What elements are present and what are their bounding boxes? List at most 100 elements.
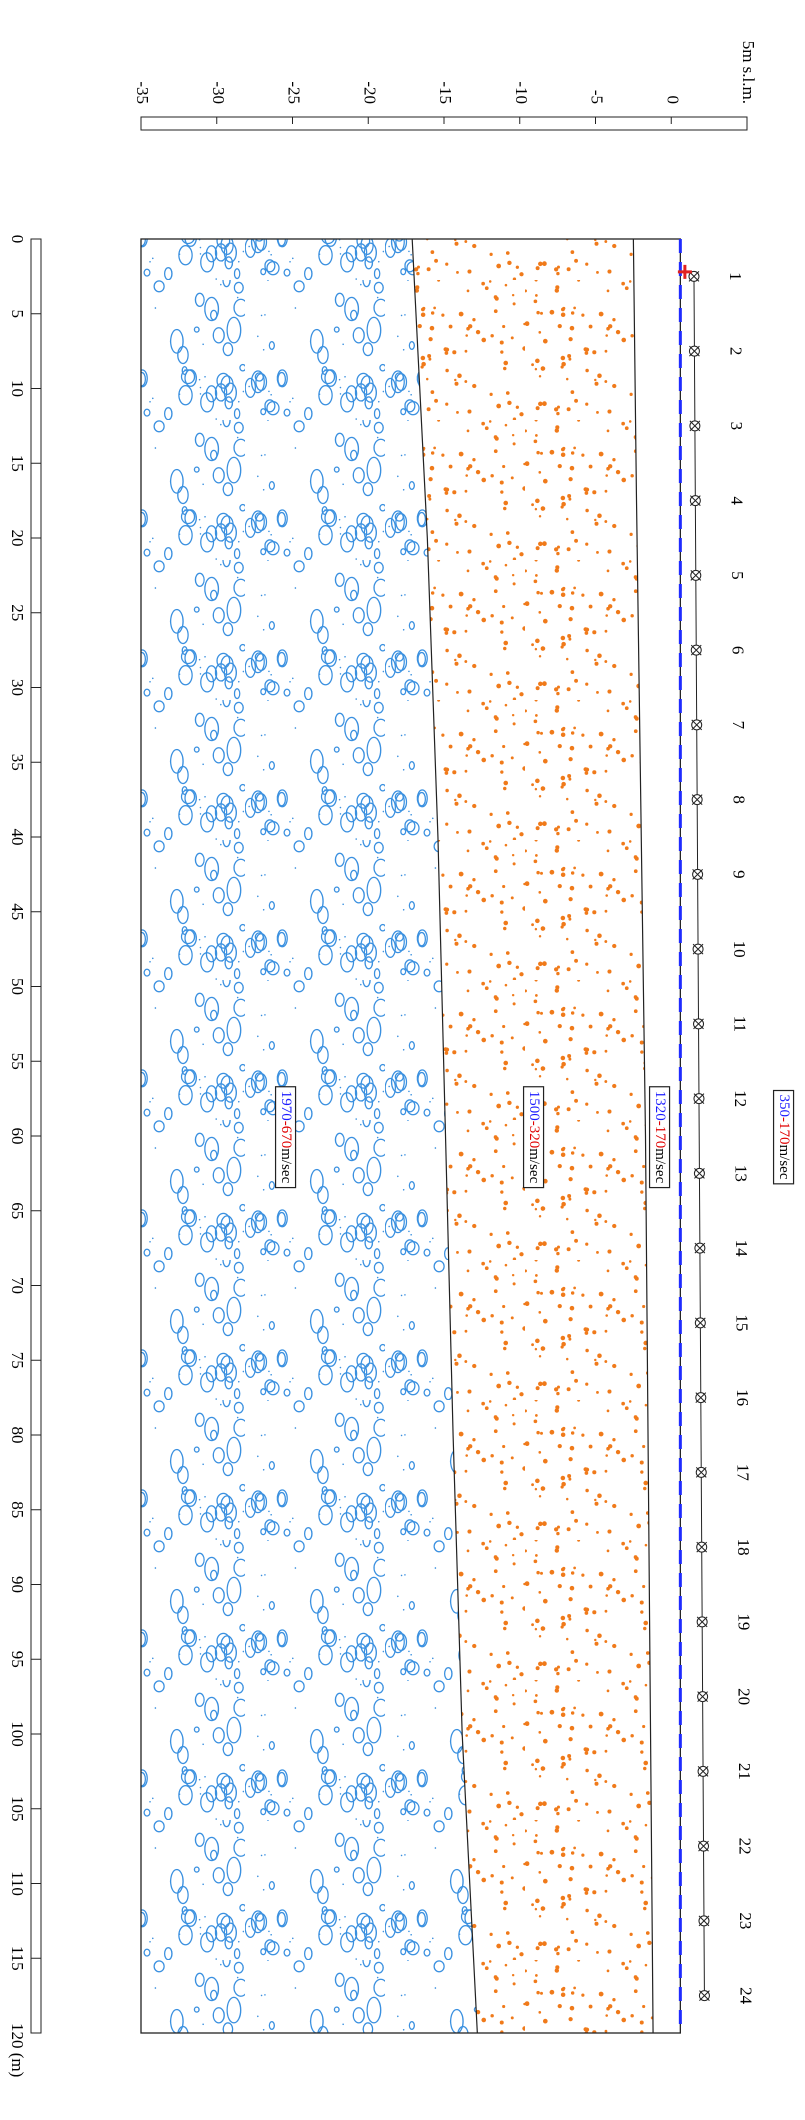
geophone-cross <box>697 1766 709 1777</box>
x-tick-label: 70 <box>8 1277 27 1294</box>
x-tick-label: 10 <box>8 380 27 397</box>
x-tick-label: 15 <box>8 455 27 472</box>
geophone-label: 20 <box>735 1688 754 1705</box>
velocity-label-box <box>522 1086 545 1189</box>
y-tick-label: -30 <box>209 81 228 104</box>
x-tick-label: 40 <box>8 829 27 846</box>
geophone-cross <box>698 1915 710 1927</box>
x-tick-label: 120 (m) <box>8 2023 27 2077</box>
x-tick-label: 105 <box>8 1796 27 1822</box>
geophone-cross <box>695 1392 707 1403</box>
geophone-cross <box>690 570 702 581</box>
geophone-label: 17 <box>733 1464 752 1482</box>
x-tick-label: 65 <box>8 1202 27 1219</box>
geophone-cross <box>695 1467 707 1478</box>
geophone-cross <box>690 644 702 656</box>
velocity-error: 170 <box>652 1126 668 1149</box>
separator: - <box>278 1121 294 1126</box>
geophone-cross <box>691 719 703 731</box>
y-tick-label: -20 <box>360 81 379 104</box>
velocity: 1970 <box>278 1091 294 1121</box>
rotated-plot: 5m s.l.m.0-5-10-15-20-25-30-350510152025… <box>8 41 795 2077</box>
geophone-label: 9 <box>730 870 749 879</box>
unit: m/sec <box>278 1148 294 1183</box>
geophone-cross <box>693 1018 704 1030</box>
geophone-cross <box>689 345 700 357</box>
velocity-label: 1320-170m/sec <box>648 1086 671 1189</box>
velocity: 1320 <box>652 1091 668 1121</box>
x-tick-label: 60 <box>8 1128 27 1145</box>
x-tick-label: 75 <box>8 1352 27 1369</box>
y-tick-label: -5 <box>588 90 607 104</box>
velocity-label-box <box>772 1089 795 1185</box>
unit: m/sec <box>776 1145 792 1180</box>
geophone-label: 24 <box>737 1987 756 2005</box>
x-tick-label: 20 <box>8 530 27 547</box>
x-tick-label: 85 <box>8 1501 27 1518</box>
separator: - <box>526 1121 542 1126</box>
geophone-label: 11 <box>731 1016 750 1032</box>
x-tick-label: 25 <box>8 604 27 621</box>
x-tick-label: 55 <box>8 1053 27 1070</box>
velocity-label-text: 1500-320m/sec <box>526 1091 542 1184</box>
y-tick-label: 5m s.l.m. <box>739 41 758 104</box>
geophone-label: 7 <box>729 721 748 730</box>
layer-boundary <box>411 238 478 2034</box>
geophone-cross <box>692 869 703 880</box>
velocity-label-box <box>648 1086 671 1189</box>
geophone-label: 21 <box>735 1763 754 1780</box>
x-tick-label: 5 <box>8 310 27 319</box>
x-tick-label: 80 <box>8 1427 27 1444</box>
geophone-label: 23 <box>736 1912 755 1929</box>
unit: m/sec <box>652 1148 668 1183</box>
x-tick-label: 50 <box>8 978 27 995</box>
geophone-label: 15 <box>732 1314 751 1331</box>
ground-surface <box>693 276 705 1996</box>
velocity-error: 320 <box>526 1126 542 1149</box>
geophone-cross <box>689 420 701 432</box>
x-tick-label: 45 <box>8 903 27 920</box>
x-tick-label: 30 <box>8 679 27 696</box>
geophone-cross <box>696 1541 708 1553</box>
velocity-label-text: 1320-170m/sec <box>652 1091 668 1184</box>
geophone-label: 4 <box>727 496 746 505</box>
geophone-cross <box>691 794 703 805</box>
x-tick-label: 35 <box>8 754 27 771</box>
x-tick-label: 0 <box>8 235 27 244</box>
velocity-label: 1970-670m/sec <box>274 1086 297 1189</box>
geophone-label: 22 <box>736 1838 755 1855</box>
y-tick-label: -35 <box>133 81 152 104</box>
y-tick-label: 0 <box>663 96 682 105</box>
geophone-cross <box>697 1691 708 1702</box>
velocity-label-box <box>274 1086 297 1189</box>
geophone-label: 19 <box>734 1613 753 1630</box>
geophone-label: 13 <box>732 1165 751 1182</box>
geophone-cross <box>698 1840 709 1852</box>
velocity-error: 170 <box>776 1122 792 1145</box>
x-tick-label: 100 <box>8 1721 27 1747</box>
y-tick-label: -10 <box>512 81 531 104</box>
layer-fill <box>141 239 478 2033</box>
velocity-label: 1500-320m/sec <box>522 1086 545 1189</box>
velocity-label-text: 1970-670m/sec <box>278 1091 294 1184</box>
velocity-error: 670 <box>278 1126 294 1149</box>
x-tick-label: 95 <box>8 1651 27 1668</box>
geophone-cross <box>694 1168 705 1179</box>
geophone-label: 3 <box>727 422 746 431</box>
geophone-label: 18 <box>734 1539 753 1556</box>
geophone-cross <box>692 943 704 955</box>
geophone-label: 6 <box>728 646 747 655</box>
geophone-label: 2 <box>727 347 746 356</box>
geophone-label: 5 <box>728 571 747 580</box>
geophone-label: 16 <box>733 1389 752 1406</box>
geophone-label: 8 <box>729 795 748 804</box>
geophone-label: 14 <box>732 1240 751 1258</box>
velocity-label: 350-170m/sec <box>772 1089 795 1185</box>
geophone-cross <box>699 1990 710 2001</box>
x-tick-label: 115 <box>8 1946 27 1971</box>
geophone-cross <box>689 495 701 506</box>
y-tick-label: -25 <box>285 81 304 104</box>
y-tick-label: -15 <box>436 81 455 104</box>
layer-boundary <box>632 238 654 2034</box>
